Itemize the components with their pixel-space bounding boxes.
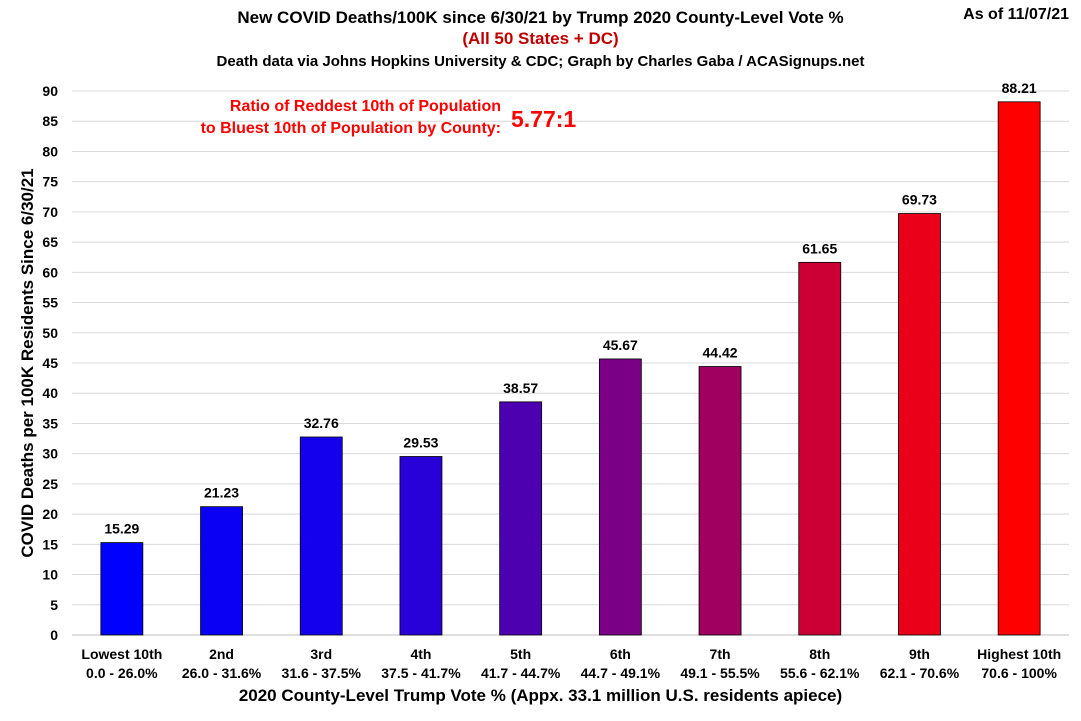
y-tick-label: 60 [42,264,58,280]
ratio-value: 5.77:1 [511,106,577,132]
x-tick-label: 7th [710,646,731,662]
bar [997,101,1041,636]
y-tick-label: 65 [42,234,58,250]
x-tick-range: 44.7 - 49.1% [581,665,661,681]
bar [299,436,343,636]
y-tick-label: 15 [42,536,58,552]
x-tick-label: Lowest 10th [81,646,162,662]
y-tick-label: 40 [42,385,58,401]
data-label: 32.76 [304,415,339,431]
x-tick-label: Highest 10th [977,646,1061,662]
x-tick-range: 0.0 - 26.0% [86,665,158,681]
data-label: 61.65 [802,240,837,256]
x-tick-range: 41.7 - 44.7% [481,665,561,681]
chart-credit: Death data via Johns Hopkins University … [216,53,865,70]
x-tick-range: 55.6 - 62.1% [780,665,860,681]
as-of-date: As of 11/07/21 [963,6,1069,23]
y-tick-label: 70 [42,204,58,220]
bar [100,542,144,636]
x-tick-label: 2nd [209,646,234,662]
y-tick-label: 85 [42,113,58,129]
ratio-annotation-line-2: to Bluest 10th of Population by County: [200,120,501,137]
chart-title: New COVID Deaths/100K since 6/30/21 by T… [237,8,844,27]
y-tick-label: 75 [42,174,58,190]
x-tick-range: 62.1 - 70.6% [880,665,960,681]
chart-subtitle: (All 50 States + DC) [462,29,619,48]
bar [598,358,642,636]
x-tick-range: 37.5 - 41.7% [381,665,461,681]
y-tick-label: 30 [42,446,58,462]
x-tick-label: 4th [410,646,431,662]
y-tick-label: 80 [42,143,58,159]
y-tick-label: 25 [42,476,58,492]
x-tick-label: 5th [510,646,531,662]
data-label: 88.21 [1002,80,1037,96]
data-label: 38.57 [503,380,538,396]
bar [698,366,742,636]
data-label: 69.73 [902,192,937,208]
ratio-annotation: Ratio of Reddest 10th of Population to B… [201,96,501,140]
bar [200,506,243,636]
y-axis-label: COVID Deaths per 100K Residents Since 6/… [18,168,37,558]
data-label: 21.23 [204,485,239,501]
data-label: 29.53 [403,435,438,451]
bar [399,456,443,636]
ratio-annotation-line-1: Ratio of Reddest 10th of Population [229,98,501,115]
x-tick-label: 3rd [310,646,332,662]
bar [898,213,941,636]
x-tick-range: 70.6 - 100% [981,665,1057,681]
y-tick-label: 45 [42,355,58,371]
x-tick-range: 31.6 - 37.5% [282,665,362,681]
y-tick-label: 50 [42,325,58,341]
y-tick-label: 35 [42,415,58,431]
x-tick-label: 6th [610,646,631,662]
y-tick-label: 0 [50,627,58,643]
y-tick-label: 20 [42,506,58,522]
data-label: 44.42 [703,345,738,361]
data-label: 15.29 [104,521,139,537]
bar [798,261,842,636]
x-tick-range: 49.1 - 55.5% [680,665,760,681]
x-axis-label: 2020 County-Level Trump Vote % (Appx. 33… [238,686,843,705]
x-tick-label: 9th [909,646,930,662]
y-tick-label: 90 [42,83,58,99]
y-tick-label: 5 [50,597,58,613]
bar [499,401,543,636]
y-tick-label: 55 [42,295,58,311]
x-tick-label: 8th [809,646,830,662]
x-tick-range: 26.0 - 31.6% [182,665,262,681]
data-label: 45.67 [603,337,638,353]
y-tick-label: 10 [42,567,58,583]
